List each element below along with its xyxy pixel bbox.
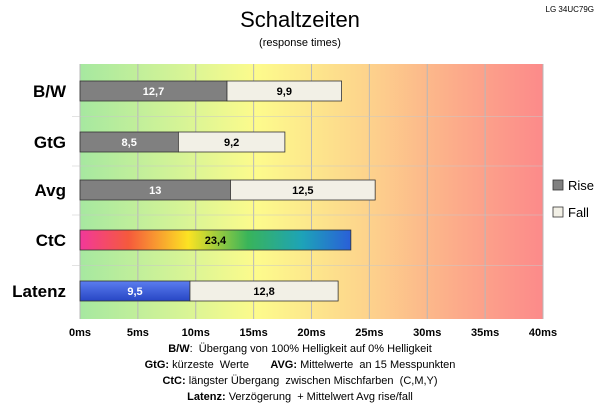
category-label-latenz: Latenz	[12, 282, 66, 301]
note-gtg-label: GtG:	[144, 359, 170, 371]
legend: Rise Fall	[552, 178, 594, 220]
x-tick-label: 0ms	[69, 327, 91, 339]
bars: 12,7 9,9 8,5 9,2 13 12,5 23,4 9,5 12,8	[79, 80, 376, 302]
chart-title: Schaltzeiten	[240, 7, 360, 32]
note-bw-text: : Übergang von 100% Helligkeit auf 0% He…	[189, 343, 432, 355]
bar-rise-b-w-label: 12,7	[143, 86, 164, 98]
bar-rise-avg-label: 13	[149, 185, 161, 197]
note-ctc-label: CtC:	[162, 375, 186, 387]
bar-fall-avg	[230, 179, 376, 201]
bar-fall-gtg-label: 9,2	[224, 137, 239, 149]
bar-fall-b-w	[226, 80, 342, 102]
bar-fall-avg-label: 12,5	[292, 185, 313, 197]
note-bw-label: B/W	[168, 343, 190, 355]
bar-fall-latenz	[189, 280, 339, 302]
note-latenz-label: Latenz:	[187, 391, 226, 403]
x-tick-label: 10ms	[182, 327, 210, 339]
note-gtg-text: kürzeste Werte	[169, 359, 271, 371]
bar-fall-latenz-label: 12,8	[253, 286, 274, 298]
x-tick-label: 25ms	[355, 327, 383, 339]
note-latenz: Latenz: Verzögerung + Mittelwert Avg ris…	[0, 389, 600, 405]
legend-swatch-rise	[552, 179, 564, 191]
note-gtg-avg: GtG: kürzeste Werte AVG: Mittelwerte an …	[0, 357, 600, 373]
bar-ctc-label: 23,4	[205, 235, 227, 247]
chart-notes: B/W: Übergang von 100% Helligkeit auf 0%…	[0, 341, 600, 405]
note-ctc-text: längster Übergang zwischen Mischfarben (…	[185, 375, 438, 387]
bar-rise-gtg-label: 8,5	[122, 137, 137, 149]
note-avg-text: Mittelwerte an 15 Messpunkten	[297, 359, 456, 371]
x-tick-labels: 0ms 5ms 10ms 15ms 20ms 25ms 30ms 35ms 40ms	[69, 327, 557, 339]
x-tick-label: 30ms	[413, 327, 441, 339]
monitor-model: LG 34UC79G	[546, 5, 594, 14]
x-tick-label: 40ms	[529, 327, 557, 339]
x-tick-label: 5ms	[127, 327, 149, 339]
legend-label-fall: Fall	[568, 205, 589, 220]
legend-swatch-fall	[552, 206, 564, 218]
note-bw: B/W: Übergang von 100% Helligkeit auf 0%…	[0, 341, 600, 357]
category-labels: B/W GtG Avg CtC Latenz	[12, 82, 67, 301]
category-label-avg: Avg	[35, 181, 67, 200]
note-ctc: CtC: längster Übergang zwischen Mischfar…	[0, 373, 600, 389]
bar-latenz-label: 9,5	[127, 286, 142, 298]
category-label-ctc: CtC	[36, 231, 66, 250]
bar-fall-b-w-label: 9,9	[277, 86, 292, 98]
bar-fall-gtg	[177, 131, 286, 153]
x-tick-label: 20ms	[297, 327, 325, 339]
legend-label-rise: Rise	[568, 178, 594, 193]
category-label-gtg: GtG	[34, 133, 66, 152]
chart-subtitle: (response times)	[259, 37, 341, 49]
note-latenz-text: Verzögerung + Mittelwert Avg rise/fall	[225, 391, 413, 403]
category-label-b-w: B/W	[33, 82, 67, 101]
x-tick-label: 15ms	[240, 327, 268, 339]
note-avg-label: AVG:	[270, 359, 298, 371]
bar-ctc	[79, 229, 352, 251]
x-tick-label: 35ms	[471, 327, 499, 339]
